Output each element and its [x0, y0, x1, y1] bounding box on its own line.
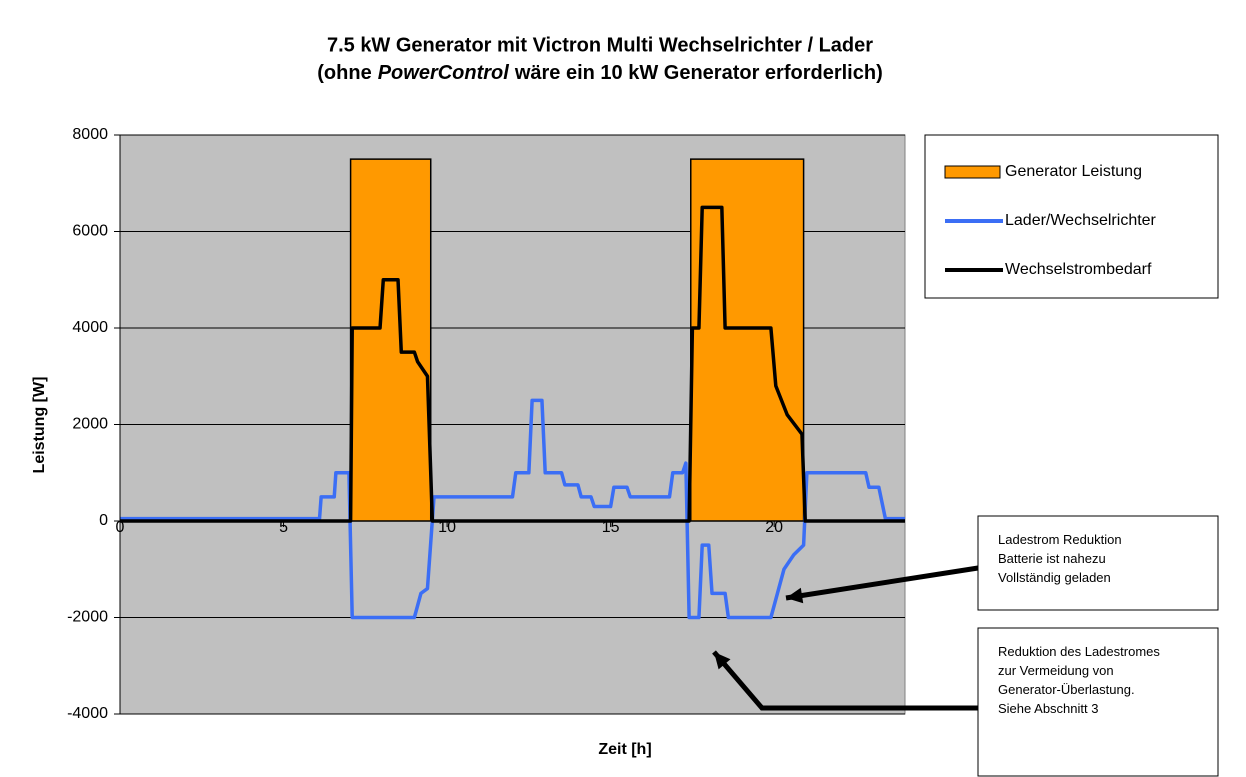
- title-part: (ohne: [317, 62, 371, 84]
- arrow-head: [714, 652, 731, 670]
- y-tick-label: 2000: [72, 416, 108, 433]
- chart-title: 7.5 kW Generator mit Victron Multi Wechs…: [327, 34, 873, 56]
- annotation-text: Vollständig geladen: [998, 570, 1111, 585]
- annotation-text: Siehe Abschnitt 3: [998, 701, 1098, 716]
- x-tick-label: 10: [438, 519, 456, 536]
- annotation-box: [977, 515, 1219, 611]
- y-tick-label: 4000: [72, 319, 108, 336]
- legend-label: Wechselstrombedarf: [1005, 261, 1152, 278]
- annotation-text: Reduktion des Ladestromes: [998, 644, 1160, 659]
- arrow: [785, 565, 979, 601]
- y-tick-label: 0: [99, 512, 108, 529]
- y-tick-label: 8000: [72, 126, 108, 143]
- line: [120, 398, 905, 620]
- legend-label: Lader/Wechselrichter: [1005, 212, 1157, 229]
- annotation-box: [977, 627, 1219, 777]
- y-tick-label: -2000: [67, 609, 108, 626]
- y-axis-label: Leistung [W]: [31, 377, 48, 474]
- x-tick-label: 5: [279, 519, 288, 536]
- annotation-text: Batterie ist nahezu: [998, 551, 1106, 566]
- x-tick-label: 15: [602, 519, 620, 536]
- x-tick-label: 0: [116, 519, 125, 536]
- arrow-head: [786, 587, 804, 604]
- annotation-text: zur Vermeidung von: [998, 663, 1114, 678]
- title-part: wäre ein 10 kW Generator erforderlich): [514, 62, 883, 84]
- legend-label: Generator Leistung: [1005, 163, 1142, 180]
- y-tick-label: -4000: [67, 705, 108, 722]
- legend-swatch: [944, 165, 1001, 179]
- chart-title: (ohne PowerControl wäre ein 10 kW Generato…: [317, 62, 882, 84]
- y-tick-label: 6000: [72, 223, 108, 240]
- annotation-text: Generator-Überlastung.: [998, 682, 1135, 697]
- title-part: PowerControl: [378, 62, 510, 84]
- arrow: [712, 650, 978, 711]
- x-tick-label: 20: [765, 519, 783, 536]
- x-axis-label: Zeit [h]: [598, 741, 651, 758]
- annotation-text: Ladestrom Reduktion: [998, 532, 1122, 547]
